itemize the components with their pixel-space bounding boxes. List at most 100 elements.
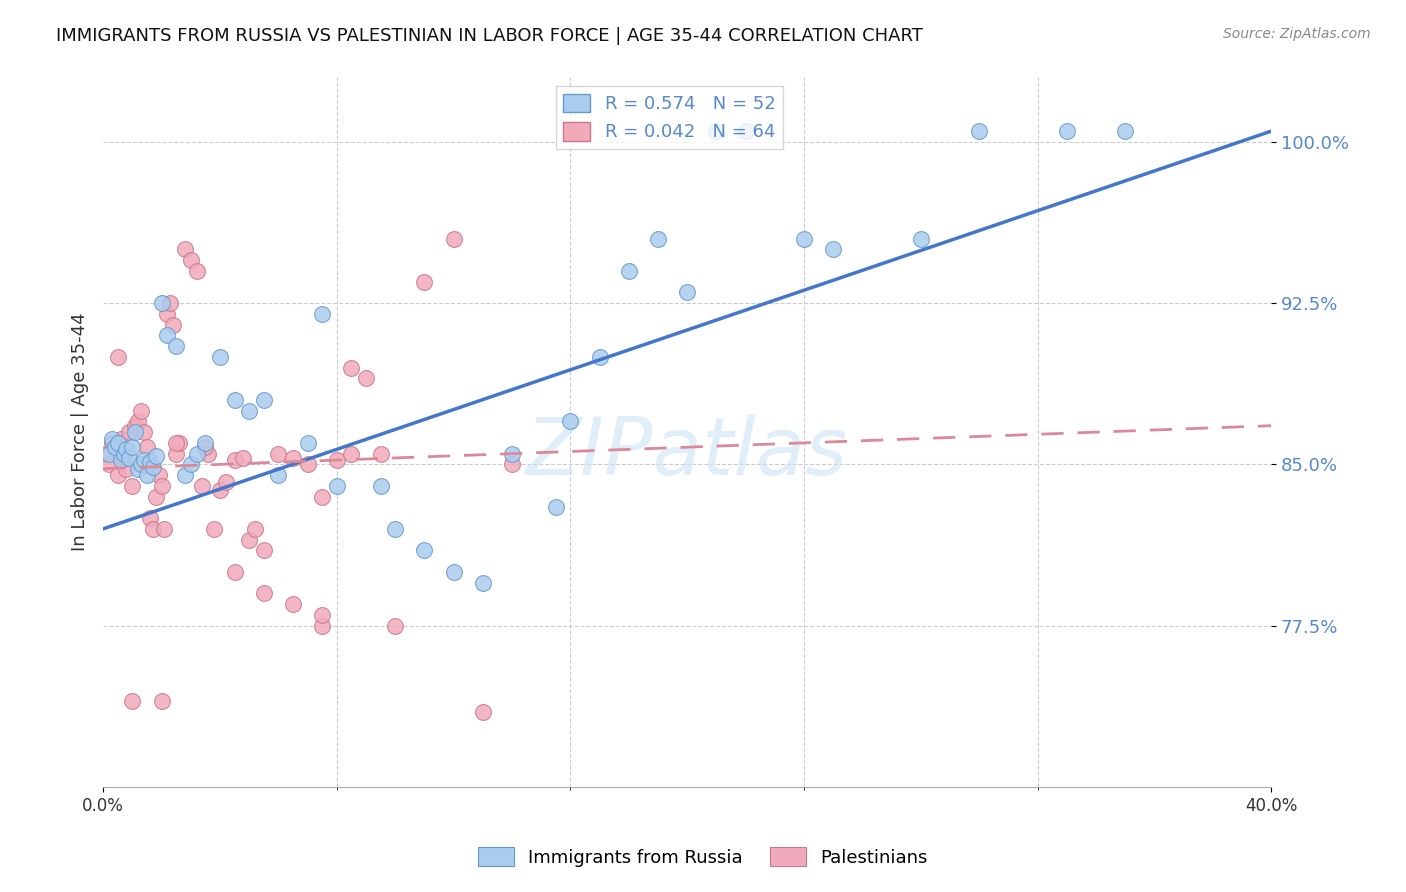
Point [734, 124, 756, 138]
Point [121, 440, 143, 454]
Point [501, 447, 523, 461]
Point [145, 449, 167, 463]
Point [202, 522, 225, 536]
Point [191, 479, 214, 493]
Point [145, 490, 167, 504]
Point [173, 243, 195, 257]
Point [197, 447, 219, 461]
Point [118, 425, 141, 439]
Point [340, 447, 363, 461]
Point [243, 522, 266, 536]
Point [132, 425, 155, 439]
Point [238, 403, 260, 417]
Point [647, 232, 669, 246]
Point [676, 285, 699, 300]
Point [253, 543, 276, 558]
Point [215, 475, 238, 489]
Legend: R = 0.574   N = 52, R = 0.042   N = 64: R = 0.574 N = 52, R = 0.042 N = 64 [555, 87, 783, 149]
Point [194, 440, 217, 454]
Point [370, 447, 392, 461]
Point [297, 436, 319, 450]
Point [311, 618, 333, 632]
Point [297, 458, 319, 472]
Point [107, 468, 129, 483]
Point [142, 522, 165, 536]
Point [115, 461, 138, 475]
Point [136, 458, 159, 472]
Point [98, 447, 121, 461]
Point [150, 296, 173, 310]
Point [121, 479, 143, 493]
Text: ZIPatlas: ZIPatlas [526, 415, 848, 492]
Point [186, 264, 208, 278]
Point [1114, 124, 1136, 138]
Point [136, 468, 159, 483]
Point [159, 296, 181, 310]
Y-axis label: In Labor Force | Age 35-44: In Labor Force | Age 35-44 [72, 313, 89, 551]
Point [127, 414, 149, 428]
Point [156, 328, 179, 343]
Point [544, 500, 567, 515]
Point [267, 468, 290, 483]
Point [186, 447, 208, 461]
Point [148, 468, 170, 483]
Point [224, 392, 246, 407]
Point [150, 479, 173, 493]
Point [101, 436, 124, 450]
Point [165, 436, 187, 450]
Point [132, 453, 155, 467]
Point [173, 468, 195, 483]
Point [112, 450, 135, 465]
Point [471, 575, 494, 590]
Point [413, 543, 436, 558]
Point [224, 453, 246, 467]
Point [443, 232, 465, 246]
Point [267, 447, 290, 461]
Point [967, 124, 990, 138]
Point [150, 694, 173, 708]
Point [823, 243, 845, 257]
Point [180, 458, 202, 472]
Point [129, 403, 152, 417]
Point [238, 533, 260, 547]
Point [384, 522, 406, 536]
Point [115, 442, 138, 457]
Point [311, 607, 333, 622]
Point [704, 124, 727, 138]
Text: Source: ZipAtlas.com: Source: ZipAtlas.com [1223, 27, 1371, 41]
Point [910, 232, 932, 246]
Point [112, 447, 135, 461]
Point [153, 522, 176, 536]
Point [124, 418, 146, 433]
Text: IMMIGRANTS FROM RUSSIA VS PALESTINIAN IN LABOR FORCE | AGE 35-44 CORRELATION CHA: IMMIGRANTS FROM RUSSIA VS PALESTINIAN IN… [56, 27, 924, 45]
Point [165, 447, 187, 461]
Point [156, 307, 179, 321]
Point [118, 450, 141, 465]
Point [370, 479, 392, 493]
Point [94, 447, 117, 461]
Point [139, 455, 162, 469]
Point [588, 350, 610, 364]
Point [101, 432, 124, 446]
Point [104, 440, 127, 454]
Point [1056, 124, 1078, 138]
Point [253, 392, 276, 407]
Point [354, 371, 377, 385]
Point [501, 458, 523, 472]
Point [413, 275, 436, 289]
Point [162, 318, 184, 332]
Point [617, 264, 640, 278]
Point [311, 490, 333, 504]
Point [127, 461, 149, 475]
Point [129, 458, 152, 472]
Point [325, 453, 347, 467]
Point [281, 450, 304, 465]
Point [208, 483, 231, 498]
Point [224, 565, 246, 579]
Point [121, 694, 143, 708]
Point [443, 565, 465, 579]
Point [142, 459, 165, 474]
Point [136, 440, 159, 454]
Point [110, 453, 132, 467]
Point [139, 511, 162, 525]
